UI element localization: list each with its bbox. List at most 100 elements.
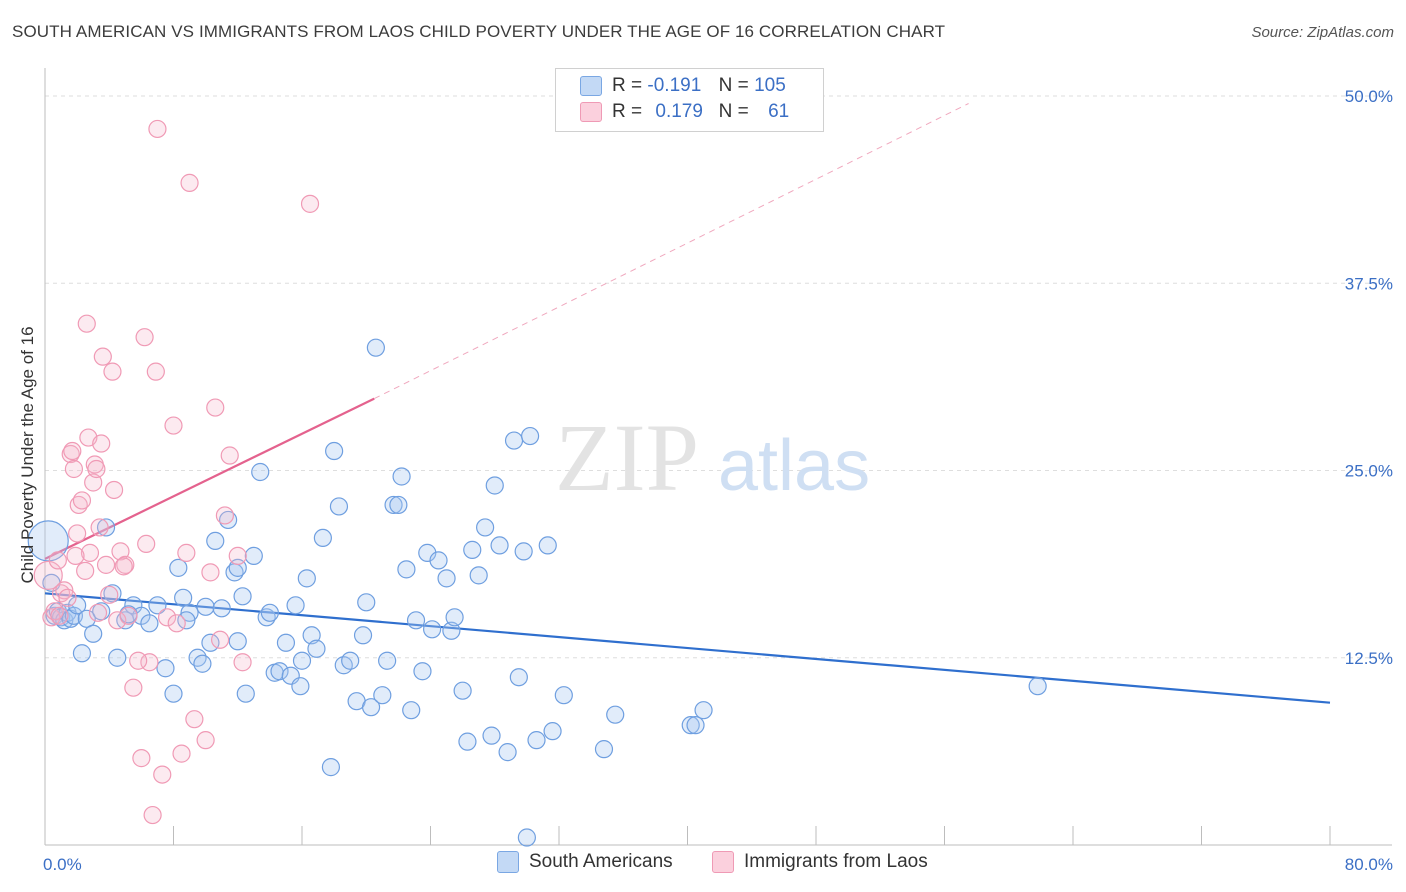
y-tick-label: 50.0% bbox=[1345, 87, 1393, 106]
point-south-americans bbox=[413, 662, 432, 681]
gridlines bbox=[45, 95, 1392, 659]
legend-row-south-americans: R = -0.191 N = 105 bbox=[580, 75, 786, 101]
data-points bbox=[27, 119, 1047, 847]
point-laos bbox=[220, 446, 239, 465]
point-south-americans bbox=[504, 431, 524, 450]
watermark: ZIP atlas bbox=[555, 404, 870, 511]
point-south-americans bbox=[406, 611, 426, 630]
chart-title: SOUTH AMERICAN VS IMMIGRANTS FROM LAOS C… bbox=[12, 22, 946, 41]
point-laos bbox=[76, 561, 95, 580]
point-laos bbox=[96, 555, 116, 574]
point-laos bbox=[215, 506, 234, 525]
point-south-americans bbox=[681, 716, 700, 735]
legend-r-value: 0.179 bbox=[655, 101, 703, 122]
point-laos bbox=[146, 362, 165, 381]
point-south-americans bbox=[366, 338, 385, 357]
point-south-americans bbox=[520, 426, 540, 446]
point-south-americans bbox=[397, 560, 416, 579]
point-laos bbox=[104, 480, 124, 500]
point-laos bbox=[80, 543, 100, 562]
point-south-americans bbox=[437, 569, 456, 588]
y-tick-label: 12.5% bbox=[1345, 649, 1393, 668]
point-south-americans bbox=[321, 758, 341, 777]
watermark-zip: ZIP bbox=[555, 404, 699, 511]
point-south-americans bbox=[694, 701, 713, 720]
point-south-americans bbox=[463, 540, 482, 559]
point-south-americans bbox=[286, 596, 305, 615]
point-south-americans bbox=[329, 497, 349, 516]
point-laos bbox=[167, 614, 186, 633]
legend-swatch-pink bbox=[580, 101, 602, 122]
point-south-americans bbox=[476, 518, 495, 537]
point-laos bbox=[153, 765, 172, 784]
point-south-americans bbox=[270, 662, 289, 681]
bottom-legend-swatch-blue bbox=[497, 851, 519, 873]
point-south-americans bbox=[169, 558, 188, 577]
point-laos bbox=[61, 444, 80, 464]
point-south-americans bbox=[606, 705, 625, 724]
point-south-americans bbox=[148, 596, 167, 615]
watermark-atlas: atlas bbox=[718, 426, 870, 506]
point-south-americans bbox=[251, 462, 270, 482]
point-laos bbox=[100, 585, 119, 604]
point-laos bbox=[93, 347, 112, 366]
point-south-americans bbox=[188, 648, 207, 667]
point-south-americans bbox=[538, 536, 557, 555]
point-laos bbox=[196, 731, 215, 750]
point-south-americans bbox=[291, 677, 310, 696]
point-south-americans bbox=[442, 621, 461, 640]
point-south-americans bbox=[84, 624, 103, 643]
point-laos bbox=[129, 651, 148, 670]
point-south-americans bbox=[514, 542, 533, 561]
bottom-legend-swatch-pink bbox=[712, 851, 734, 873]
point-laos bbox=[300, 194, 320, 213]
point-south-americans bbox=[228, 632, 247, 651]
trend-line-laos-extension bbox=[374, 103, 969, 400]
point-south-americans bbox=[543, 722, 562, 741]
point-laos bbox=[88, 603, 108, 622]
point-south-americans bbox=[156, 659, 175, 678]
point-south-americans bbox=[77, 609, 96, 628]
point-south-americans bbox=[517, 828, 536, 847]
point-south-americans bbox=[292, 651, 312, 670]
point-laos bbox=[119, 606, 138, 625]
point-south-americans bbox=[196, 597, 215, 616]
point-south-americans bbox=[554, 686, 573, 705]
point-south-americans bbox=[96, 518, 116, 537]
point-laos bbox=[114, 557, 133, 576]
point-laos bbox=[164, 416, 183, 435]
point-laos bbox=[66, 546, 85, 565]
x-tick-label-max: 80.0% bbox=[1345, 855, 1393, 874]
point-laos bbox=[84, 473, 103, 492]
point-laos bbox=[201, 563, 220, 582]
point-laos bbox=[228, 546, 247, 565]
point-laos bbox=[68, 524, 87, 543]
point-south-americans bbox=[1028, 677, 1047, 696]
point-south-americans bbox=[384, 495, 403, 515]
point-laos bbox=[111, 542, 130, 561]
point-south-americans bbox=[527, 731, 546, 750]
point-south-americans bbox=[402, 701, 421, 720]
point-south-americans bbox=[353, 626, 373, 645]
point-south-americans bbox=[429, 551, 448, 570]
legend-n-value: 61 bbox=[768, 101, 790, 122]
point-south-americans bbox=[164, 684, 183, 703]
tick-labels: 12.5% 25.0% 37.5% 50.0% 0.0% 80.0% bbox=[43, 87, 1393, 874]
point-south-americans bbox=[206, 531, 225, 551]
point-south-americans bbox=[458, 732, 477, 751]
point-south-americans bbox=[469, 566, 488, 585]
point-south-americans bbox=[236, 684, 255, 703]
point-south-americans bbox=[174, 588, 193, 607]
point-south-americans bbox=[373, 686, 392, 705]
point-laos bbox=[72, 491, 92, 510]
y-tick-label: 25.0% bbox=[1345, 462, 1393, 481]
point-south-americans bbox=[276, 633, 296, 652]
point-laos bbox=[108, 611, 127, 630]
point-laos bbox=[92, 434, 111, 453]
point-laos bbox=[58, 588, 77, 607]
point-laos bbox=[185, 710, 204, 729]
point-laos bbox=[64, 459, 84, 479]
point-laos bbox=[137, 534, 156, 554]
point-laos bbox=[206, 398, 225, 417]
